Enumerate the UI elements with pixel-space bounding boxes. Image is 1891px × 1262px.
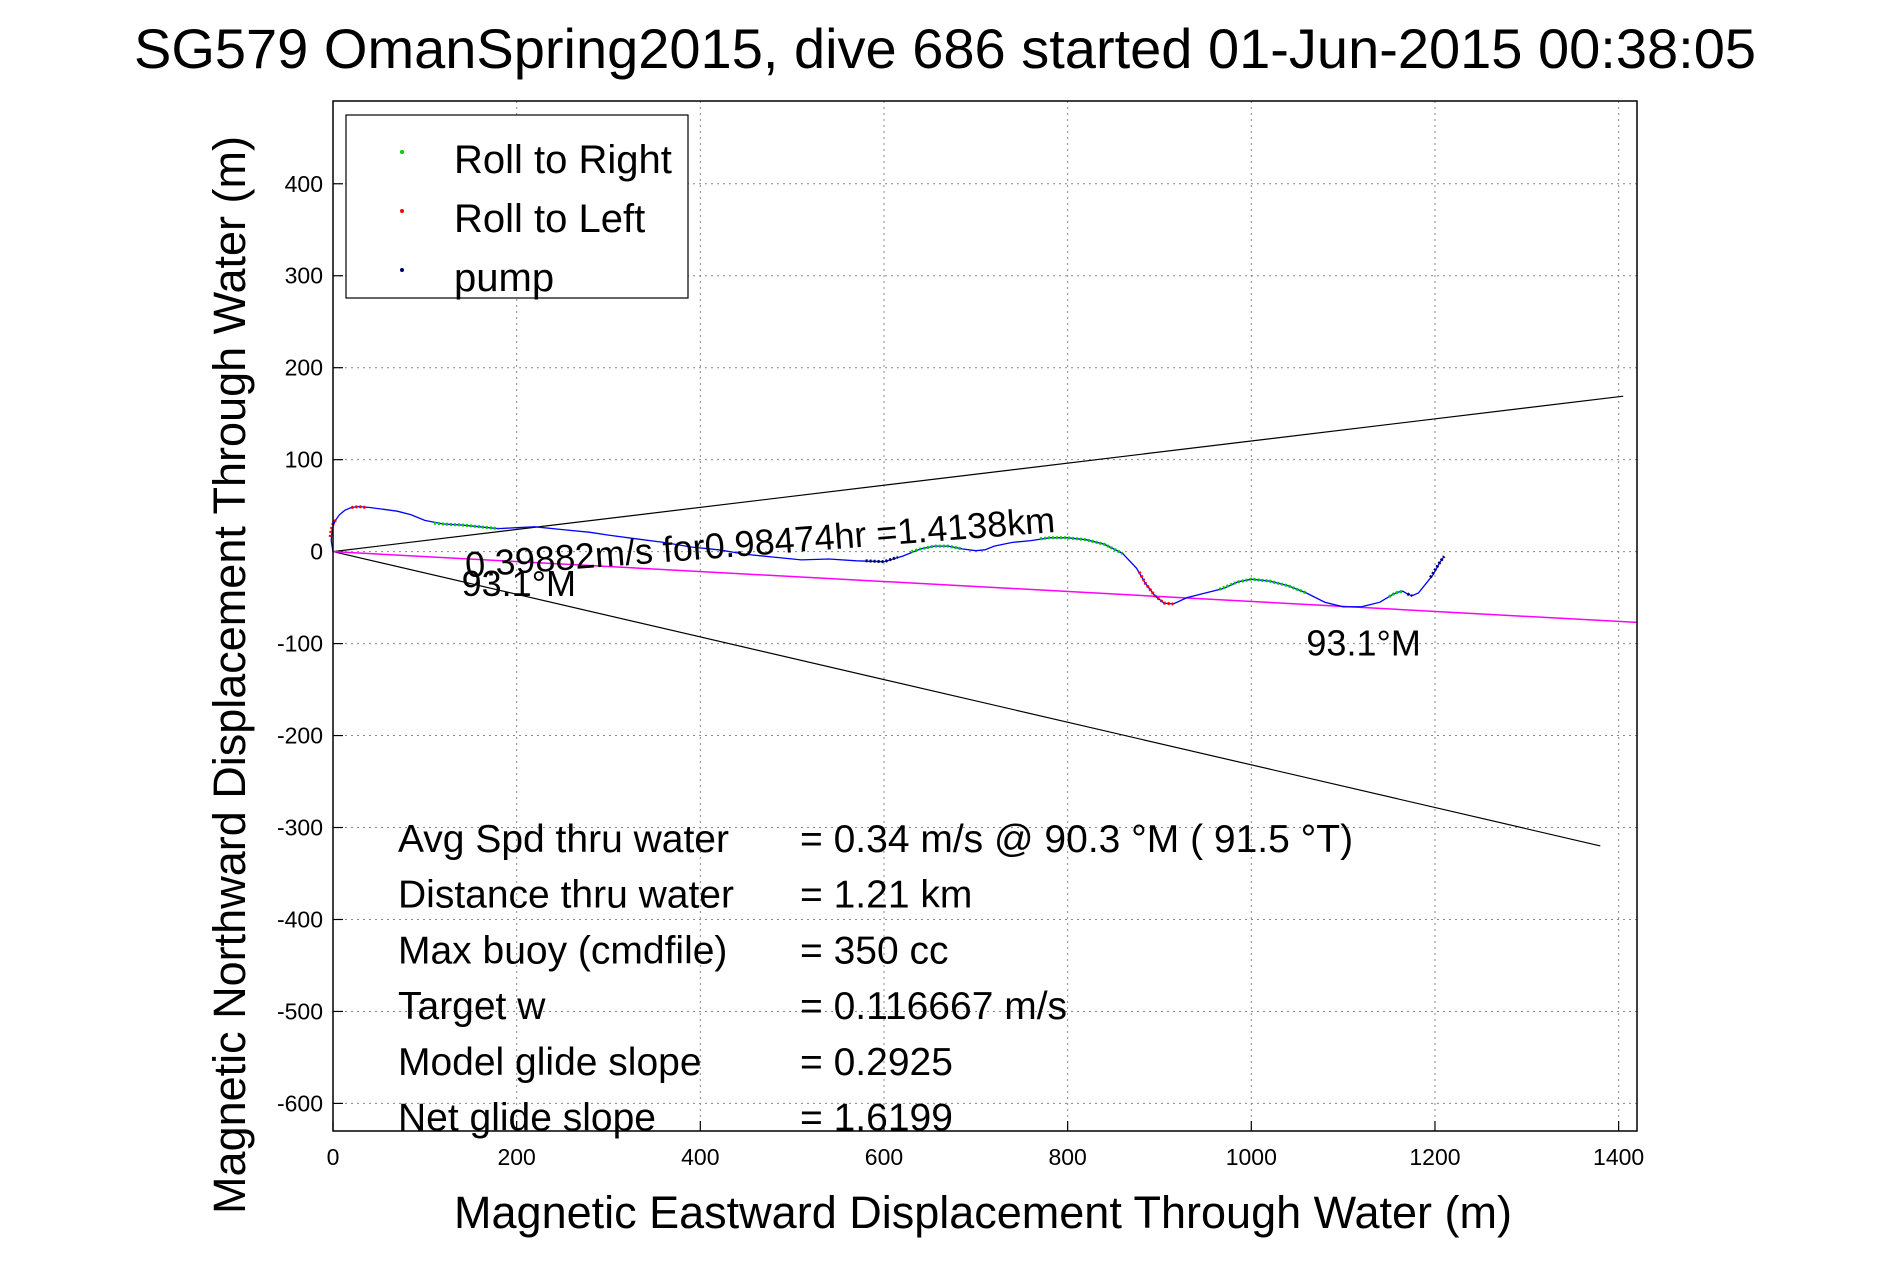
legend-marker [400,268,404,272]
y-tick-label: -600 [277,1090,323,1116]
roll-right-series [1039,536,1124,555]
roll-left-series [328,517,338,538]
x-axis-label: Magnetic Eastward Displacement Through W… [454,1187,1512,1238]
cone-line [332,551,1601,847]
roll-right-series [1388,589,1404,598]
stats-panel: Avg Spd thru water = 0.34 m/s @ 90.3 °M (… [398,818,1353,1140]
x-tick-label: 1200 [1409,1144,1460,1170]
stat-label: Model glide slope [398,1041,702,1084]
legend-box [345,114,689,299]
legend-marker [400,150,404,154]
y-tick-label: 100 [285,447,323,473]
y-tick-label: -200 [277,723,323,749]
x-tick-label: 1400 [1593,1144,1644,1170]
track-line [330,505,1445,608]
pump-series [1429,555,1446,579]
series-layer [328,395,1638,847]
stat-value: = 1.6199 [800,1097,953,1140]
stat-label: Net glide slope [398,1097,656,1140]
annotation-label: 93.1°M [462,563,576,604]
annotation-label: 93.1°M [1306,623,1420,664]
y-tick-label: -300 [277,815,323,841]
chart-title: SG579 OmanSpring2015, dive 686 started 0… [134,17,1756,80]
pump-series [1406,592,1413,598]
roll-left-series [351,505,367,509]
x-tick-label: 800 [1048,1144,1086,1170]
pump-series [865,555,899,564]
roll-right-series [1218,577,1307,595]
stat-label: Avg Spd thru water [398,818,729,861]
x-tick-label: 400 [681,1144,719,1170]
annotations: 0.39882m/s for0.98474hr =1.4138km93.1°M9… [462,499,1421,663]
heading-line [332,550,1638,624]
x-tick-label: 600 [865,1144,903,1170]
stat-label: Distance thru water [398,874,734,917]
axis-ticks: 0 200 400 600 800 1000 1200 14004003002001000-1… [277,171,1644,1170]
y-tick-label: -100 [277,631,323,657]
y-tick-label: 300 [285,263,323,289]
stat-label: Target w [398,985,546,1028]
grid-lines [332,101,1637,1131]
stat-value: = 0.116667 m/s [800,985,1067,1028]
legend-label: Roll to Left [454,197,645,241]
roll-left-series [1137,571,1174,606]
legend-marker [400,209,404,213]
cone-line [332,395,1624,553]
stat-value: = 350 cc [800,929,949,972]
y-tick-label: 400 [285,171,323,197]
legend-label: Roll to Right [454,138,672,182]
x-tick-label: 0 [327,1144,340,1170]
y-tick-label: 200 [285,355,323,381]
x-tick-label: 1000 [1226,1144,1277,1170]
y-axis-label: Magnetic Northward Displacement Through … [204,136,255,1214]
stat-value: = 0.34 m/s @ 90.3 °M ( 91.5 °T) [800,818,1353,861]
stat-value: = 1.21 km [800,874,972,917]
stat-value: = 0.2925 [800,1041,953,1084]
legend: Roll to Right Roll to Left pump [345,114,689,300]
y-tick-label: 0 [310,539,323,565]
x-tick-label: 200 [497,1144,535,1170]
y-tick-label: -500 [277,998,323,1024]
stat-label: Max buoy (cmdfile) [398,929,727,972]
y-tick-label: -400 [277,906,323,932]
plot-frame [332,100,1638,1132]
roll-right-series [433,521,499,531]
legend-label: pump [454,256,554,300]
